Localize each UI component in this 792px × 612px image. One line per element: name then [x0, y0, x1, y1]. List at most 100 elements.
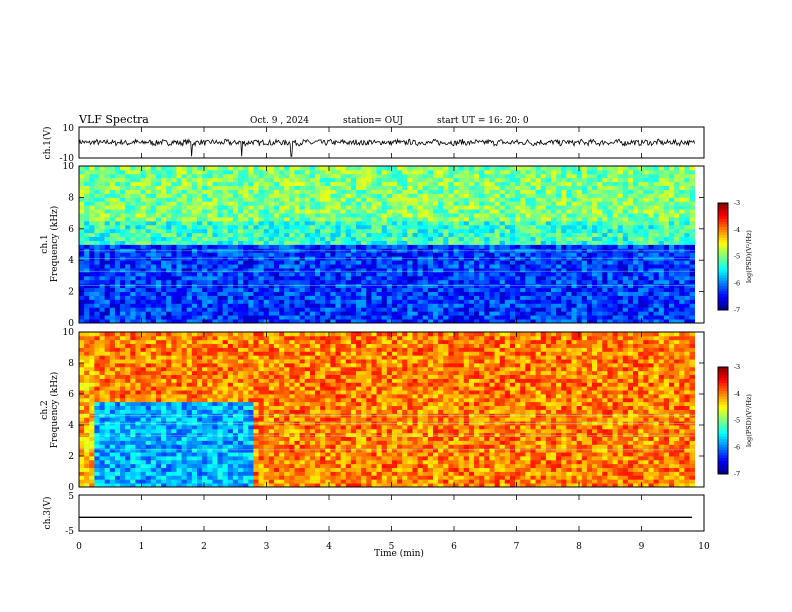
spec1-cell — [648, 217, 654, 222]
spec1-cell — [602, 166, 608, 171]
spec1-cell — [258, 197, 265, 202]
spec1-cell — [586, 166, 593, 171]
spec1-cell — [520, 268, 526, 273]
spec1-cell — [366, 228, 372, 234]
spec1-cell — [309, 213, 316, 218]
spec2-cell — [94, 378, 100, 383]
spec1-cell — [202, 315, 208, 320]
spec1-cell — [361, 240, 367, 245]
spec1-cell — [515, 271, 521, 277]
spec1-cell — [525, 307, 531, 312]
spec1-cell — [607, 252, 613, 257]
spec1-cell — [407, 173, 413, 179]
spec1-cell — [304, 197, 311, 202]
spec1-cell — [161, 252, 167, 257]
spec1-cell — [607, 303, 613, 308]
spec1-cell — [202, 240, 208, 245]
spec1-cell — [679, 232, 685, 238]
spec1-cell — [412, 181, 418, 187]
spec1-cell — [643, 185, 649, 190]
spec1-cell — [109, 307, 116, 312]
spec1-cell — [448, 166, 454, 171]
spec1-cell — [99, 268, 106, 273]
spec1-cell — [253, 217, 259, 222]
spec1-cell — [320, 252, 326, 257]
spec1-cell — [130, 181, 136, 187]
spec1-cell — [243, 307, 249, 312]
spec1-cell — [186, 213, 193, 218]
spec1-cell — [176, 295, 182, 300]
spec1-cell — [479, 279, 485, 285]
spec1-cell — [648, 173, 654, 179]
spec1-cell — [638, 197, 644, 202]
spec1-cell — [186, 220, 193, 226]
spec2-cell — [94, 456, 100, 461]
spec1-cell — [309, 189, 316, 194]
spec1-cell — [586, 173, 593, 179]
spec1-cell — [586, 307, 593, 312]
spec1-cell — [150, 169, 157, 175]
spec1-cell — [545, 166, 552, 171]
spec1-cell — [99, 185, 106, 190]
spec1-cell — [155, 185, 162, 190]
spec1-cell — [314, 201, 321, 206]
spec1-cell — [263, 311, 270, 316]
spec1-cell — [371, 271, 377, 277]
spec1-cell — [633, 319, 639, 324]
spec1-cell — [494, 220, 501, 226]
spec1-cell — [325, 315, 331, 320]
spec1-cell — [509, 311, 516, 316]
spec1-cell — [130, 303, 136, 308]
spec1-cell — [243, 240, 249, 245]
spec1-cell — [622, 319, 629, 324]
spec1-cell — [509, 232, 516, 238]
spec1-cell — [576, 252, 583, 257]
spec1-cell — [376, 279, 383, 285]
spec1-cell — [325, 244, 331, 249]
spec1-cell — [361, 319, 367, 324]
spec1-cell — [212, 271, 218, 277]
spec1-cell — [674, 205, 680, 210]
spec1-cell — [535, 268, 542, 273]
spec1-cell — [376, 189, 383, 194]
spec1-cell — [525, 271, 531, 277]
spec1-cell — [345, 283, 352, 289]
spec1-cell — [653, 264, 660, 269]
spec1-cell — [212, 205, 218, 210]
spec1-cell — [638, 166, 644, 171]
spec1-cell — [627, 275, 634, 281]
spec1-cell — [535, 220, 542, 226]
spec1-cell — [602, 244, 608, 249]
spec1-cell — [202, 303, 208, 308]
spec1-cell — [248, 295, 254, 300]
spec1-cell — [627, 319, 634, 324]
spec1-cell — [458, 166, 465, 171]
spec1-cell — [592, 189, 598, 194]
spec1-cell — [304, 228, 311, 234]
spec1-cell — [448, 193, 454, 198]
spec1-cell — [612, 291, 619, 296]
spec1-cell — [335, 260, 342, 265]
spec1-cell — [320, 232, 326, 238]
spec1-cell — [89, 307, 95, 312]
spec1-cell — [79, 283, 85, 289]
spec1-cell — [366, 268, 372, 273]
spec1-cell — [402, 166, 408, 171]
spec1-cell — [253, 303, 259, 308]
spec1-cell — [191, 275, 198, 281]
spec1-cell — [381, 197, 388, 202]
spec1-cell — [479, 193, 485, 198]
spec1-cell — [391, 271, 398, 277]
spec1-cell — [104, 283, 111, 289]
spec1-cell — [243, 260, 249, 265]
spec1-cell — [258, 271, 265, 277]
spec1-cell — [79, 271, 85, 277]
spec1-cell — [530, 185, 536, 190]
spec1-cell — [530, 232, 536, 238]
spec1-cell — [279, 252, 285, 257]
spec1-cell — [484, 181, 490, 187]
spec1-cell — [248, 252, 254, 257]
spec1-cell — [648, 169, 654, 175]
spec1-cell — [515, 275, 521, 281]
frequency-tick-label: 4 — [68, 256, 74, 266]
